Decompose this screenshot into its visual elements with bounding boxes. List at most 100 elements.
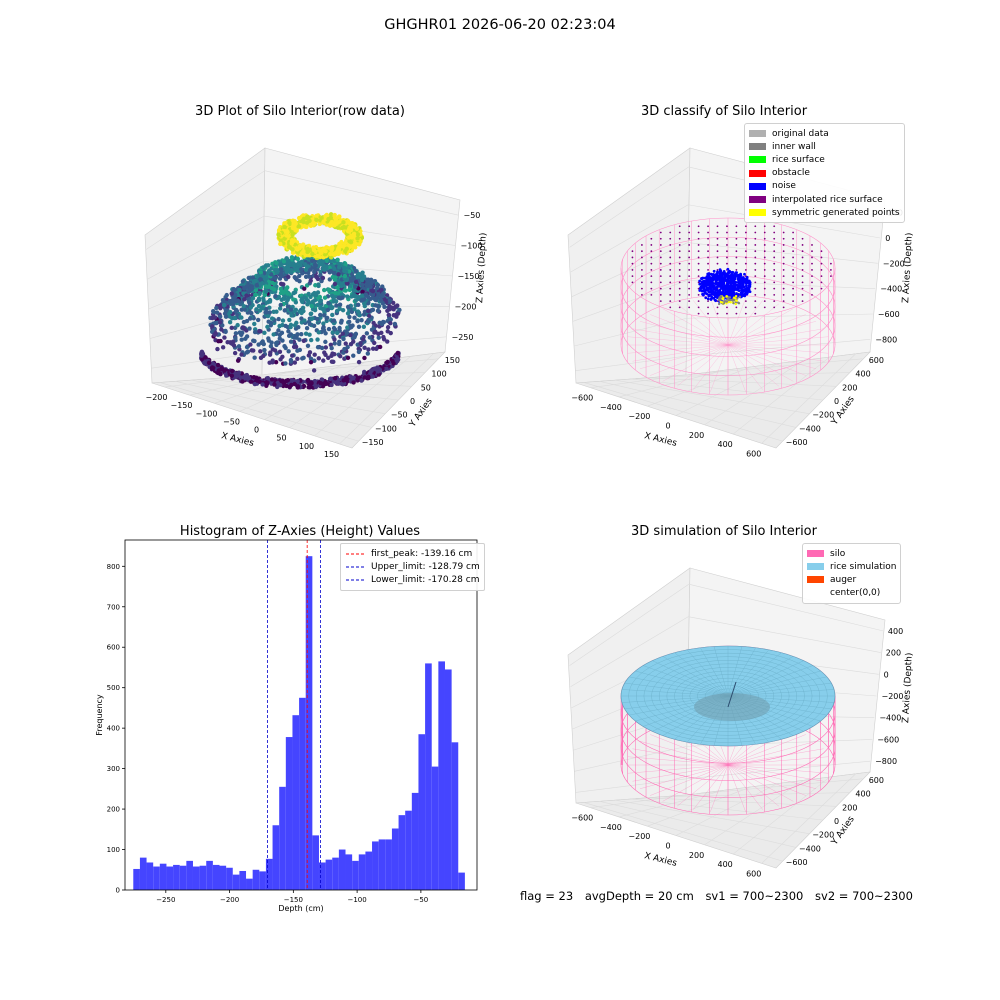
histogram-bar [265, 858, 273, 890]
panel1-point [361, 286, 366, 291]
panel1-point [253, 278, 258, 284]
histogram-bar [318, 862, 326, 890]
panel1-point [380, 284, 385, 289]
panel2-interpolated-point [754, 275, 757, 278]
panel4-legend-swatch [807, 589, 824, 597]
panel1-point [247, 300, 252, 305]
panel2-interpolated-point [688, 225, 691, 228]
panel1-point [293, 344, 299, 350]
panel1-point [334, 303, 339, 308]
panel1-point [276, 328, 281, 333]
panel1-point [217, 320, 223, 325]
panel2-interpolated-point [754, 281, 757, 284]
panel1-point [242, 307, 248, 312]
panel1-point [310, 299, 316, 304]
panel2-interpolated-point [744, 225, 747, 228]
panel2-interpolated-point [763, 300, 766, 303]
panel1-point [323, 345, 329, 350]
histogram-y-tick-label: 300 [107, 765, 120, 773]
panel2-interpolated-point [773, 293, 776, 296]
panel1-point [309, 303, 314, 309]
panel1-point [248, 379, 254, 384]
panel1-point [272, 287, 277, 292]
panel1-point [236, 370, 242, 375]
panel2-interpolated-point [782, 281, 785, 284]
panel1-point [341, 378, 346, 383]
panel2-interpolated-point [669, 237, 672, 240]
panel1-point [391, 313, 396, 318]
panel2-interpolated-point [678, 306, 681, 309]
panel1-point [336, 295, 341, 300]
panel2-interpolated-point [650, 281, 653, 284]
panel1-point [324, 316, 329, 321]
panel2-interpolated-point [754, 256, 757, 259]
panel1-point [206, 360, 212, 366]
histogram-bar [166, 866, 174, 890]
panel1-point [315, 316, 320, 322]
histogram-bar [199, 865, 207, 890]
panel1-point [258, 329, 263, 334]
panel1-point [340, 307, 346, 313]
panel2-interpolated-point [744, 306, 747, 309]
histogram-bar [305, 556, 313, 890]
panel2-interpolated-point [669, 244, 672, 246]
panel2-interpolated-point [744, 256, 747, 259]
panel1-point [272, 348, 278, 353]
panel1-point [258, 355, 264, 361]
panel1-point [271, 309, 276, 314]
panel1-point [262, 292, 268, 298]
p4-z-tick: −800 [875, 757, 897, 766]
panel1-point [300, 299, 305, 304]
panel2-interpolated-point [726, 237, 728, 240]
panel1-point [297, 273, 302, 279]
panel2-legend-item: rice surface [749, 153, 900, 166]
panel1-point [318, 258, 323, 264]
panel1-point [258, 281, 263, 287]
panel2-noise-point [702, 289, 706, 293]
panel2-interpolated-point [830, 262, 832, 265]
histogram-bar [345, 854, 353, 890]
panel2-interpolated-point [688, 275, 691, 278]
panel2-noise-point [706, 278, 710, 281]
panel1-point [261, 298, 266, 303]
p4-y-tick: 200 [842, 803, 857, 812]
panel1-point [241, 325, 246, 330]
panel2-interpolated-point [801, 300, 804, 303]
panel2-interpolated-point [763, 293, 766, 296]
panel1-point [295, 356, 300, 362]
histogram-x-label: Depth (cm) [278, 904, 323, 913]
p2-z-tick: −400 [880, 285, 902, 294]
panel1-point [264, 310, 269, 315]
panel1-point [300, 271, 305, 276]
panel1-point [318, 380, 323, 386]
panel1-point [390, 300, 396, 306]
panel1-point [285, 267, 291, 272]
panel2-interpolated-point [763, 225, 766, 228]
panel1-point [380, 293, 386, 299]
panel1-point [266, 270, 271, 275]
panel2-legend-swatch [749, 182, 766, 190]
panel2-interpolated-point [631, 281, 634, 284]
panel2-noise-point [705, 283, 708, 287]
panel2-interpolated-point [669, 269, 672, 271]
panel2-interpolated-point [641, 244, 643, 246]
panel1-point [312, 352, 317, 357]
p4-x-tick: 600 [746, 869, 761, 878]
panel2-interpolated-point [792, 250, 794, 253]
panel1-point [351, 353, 356, 358]
panel4-x-label: X Axies [643, 851, 678, 869]
panel2-noise-point [710, 284, 714, 288]
panel1-point [372, 340, 377, 346]
panel2-interpolated-point [726, 306, 728, 309]
panel1-point [249, 310, 254, 316]
panel1-point [392, 321, 398, 327]
panel2-noise-point [745, 281, 749, 285]
panel2-interpolated-point [754, 262, 757, 265]
panel1-point [329, 345, 334, 351]
panel1-point [264, 306, 269, 312]
panel2-noise-point [743, 288, 747, 292]
panel1-point [283, 323, 288, 329]
panel1-point [259, 305, 265, 311]
histogram-bar [212, 864, 220, 890]
